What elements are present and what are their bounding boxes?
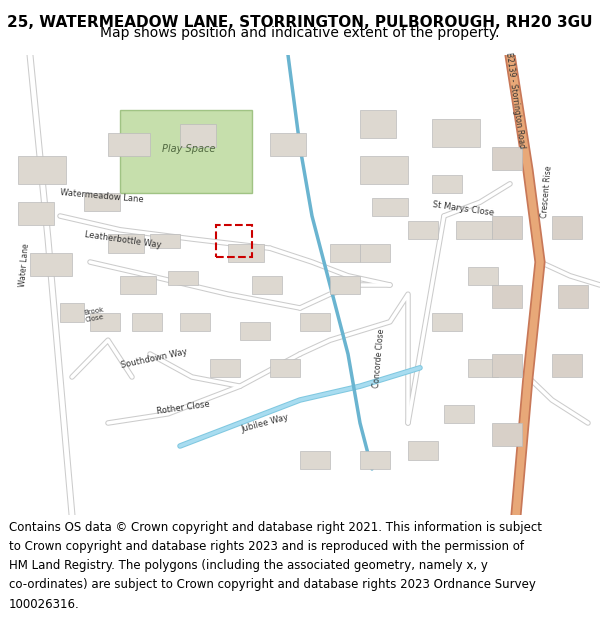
Bar (18, 202, 54, 225)
Bar (180, 124, 216, 147)
Bar (300, 451, 330, 469)
Bar (444, 404, 474, 423)
Bar (108, 133, 150, 156)
Bar (492, 285, 522, 308)
Text: Southdown Way: Southdown Way (120, 347, 188, 370)
Bar (132, 312, 162, 331)
Bar (408, 221, 438, 239)
Bar (300, 312, 330, 331)
Bar (468, 359, 498, 377)
Bar (216, 225, 252, 258)
Bar (270, 359, 300, 377)
Bar (228, 244, 264, 262)
Bar (30, 253, 72, 276)
Text: Concorde Close: Concorde Close (372, 328, 386, 388)
Text: St Marys Close: St Marys Close (432, 201, 494, 218)
Text: Crescent Rise: Crescent Rise (540, 165, 554, 218)
Text: Contains OS data © Crown copyright and database right 2021. This information is : Contains OS data © Crown copyright and d… (9, 521, 542, 534)
Bar (432, 174, 462, 193)
Text: Water Lane: Water Lane (18, 242, 31, 287)
Bar (330, 244, 360, 262)
Bar (180, 312, 210, 331)
Text: Leatherbottle Way: Leatherbottle Way (84, 231, 162, 250)
Bar (558, 285, 588, 308)
Bar (168, 271, 198, 285)
Bar (492, 423, 522, 446)
Bar (84, 193, 120, 211)
Bar (468, 267, 498, 285)
Bar (456, 221, 492, 239)
Bar (432, 119, 480, 147)
Bar (60, 303, 84, 322)
Bar (552, 354, 582, 377)
Bar (270, 133, 306, 156)
Bar (240, 322, 270, 340)
Bar (18, 156, 66, 184)
Bar (360, 110, 396, 138)
Bar (552, 216, 582, 239)
Text: B2139 - Storrington Road: B2139 - Storrington Road (504, 52, 526, 149)
Text: to Crown copyright and database rights 2023 and is reproduced with the permissio: to Crown copyright and database rights 2… (9, 540, 524, 552)
Bar (408, 441, 438, 460)
Bar (372, 198, 408, 216)
Text: Watermeadow Lane: Watermeadow Lane (60, 188, 144, 204)
Bar (90, 312, 120, 331)
Bar (492, 147, 522, 170)
Text: Rother Close: Rother Close (156, 399, 211, 416)
Text: Brook
Close: Brook Close (84, 306, 106, 322)
Bar (252, 276, 282, 294)
Bar (360, 156, 408, 184)
Text: Map shows position and indicative extent of the property.: Map shows position and indicative extent… (100, 26, 500, 39)
Text: 100026316.: 100026316. (9, 598, 80, 611)
Bar (492, 216, 522, 239)
Bar (360, 451, 390, 469)
Bar (120, 110, 252, 193)
Bar (432, 312, 462, 331)
Bar (108, 234, 144, 253)
Bar (360, 244, 390, 262)
Bar (210, 359, 240, 377)
Text: Jubilee Way: Jubilee Way (240, 413, 290, 434)
Bar (330, 276, 360, 294)
Text: co-ordinates) are subject to Crown copyright and database rights 2023 Ordnance S: co-ordinates) are subject to Crown copyr… (9, 578, 536, 591)
Text: 25, WATERMEADOW LANE, STORRINGTON, PULBOROUGH, RH20 3GU: 25, WATERMEADOW LANE, STORRINGTON, PULBO… (7, 16, 593, 31)
Bar (120, 276, 156, 294)
Bar (150, 234, 180, 248)
Text: HM Land Registry. The polygons (including the associated geometry, namely x, y: HM Land Registry. The polygons (includin… (9, 559, 488, 572)
Bar (492, 354, 522, 377)
Text: Play Space: Play Space (162, 144, 215, 154)
